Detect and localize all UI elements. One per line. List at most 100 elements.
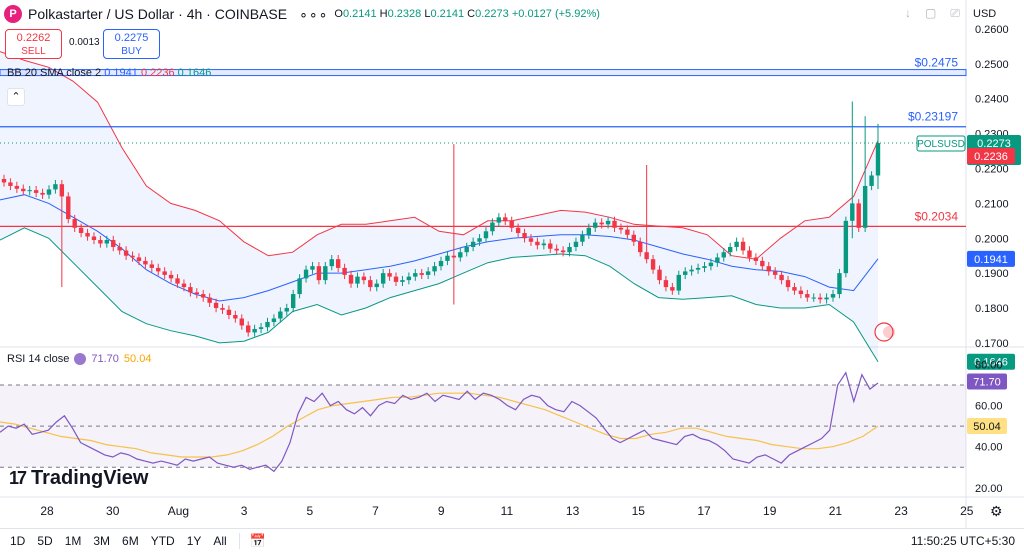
candle-body bbox=[522, 233, 527, 239]
more-dots-icon[interactable]: ∘∘∘ bbox=[299, 5, 329, 22]
candle-body bbox=[509, 220, 514, 228]
goto-date-icon[interactable]: 📅 bbox=[249, 533, 266, 548]
candle-body bbox=[98, 240, 103, 244]
candle-body bbox=[290, 294, 296, 309]
candle-body bbox=[772, 271, 778, 275]
range-button-1d[interactable]: 1D bbox=[10, 534, 26, 548]
candle-body bbox=[496, 217, 502, 223]
bb-upper-line bbox=[0, 51, 879, 260]
sell-button[interactable]: 0.2262 SELL bbox=[5, 29, 62, 59]
rsi-line bbox=[0, 371, 879, 473]
candle-body bbox=[46, 189, 52, 195]
candle-body bbox=[14, 185, 20, 189]
axis-badge-red: 0.2236 bbox=[974, 151, 1008, 163]
symbol-header: P Polkastarter / US Dollar · 4h · COINBA… bbox=[0, 0, 966, 28]
time-tick-label: 21 bbox=[829, 504, 843, 518]
time-tick-label: 30 bbox=[106, 504, 120, 518]
candle-body bbox=[310, 266, 315, 270]
price-tick-label: 0.2600 bbox=[975, 24, 1009, 36]
range-button-ytd[interactable]: YTD bbox=[150, 534, 175, 548]
candle-body bbox=[271, 318, 277, 322]
candle-body bbox=[400, 280, 405, 282]
level-label: $0.2475 bbox=[915, 56, 959, 70]
rsi-ma-value: 50.04 bbox=[123, 353, 152, 365]
price-tick-label: 0.2200 bbox=[975, 164, 1009, 176]
candle-body bbox=[303, 269, 309, 279]
symbol-title[interactable]: Polkastarter / US Dollar · 4h · COINBASE bbox=[28, 6, 288, 22]
collapse-legend-icon[interactable]: ⌃ bbox=[7, 88, 25, 106]
candle-body bbox=[149, 264, 155, 268]
candle-body bbox=[657, 269, 662, 281]
candle-body bbox=[805, 294, 810, 298]
candle-body bbox=[53, 184, 58, 190]
candle-body bbox=[573, 241, 579, 247]
range-button-6m[interactable]: 6M bbox=[122, 534, 139, 548]
candle-body bbox=[541, 243, 547, 246]
camera-icon[interactable]: ⎚ bbox=[950, 6, 960, 20]
candle-body bbox=[503, 217, 508, 221]
high-label: H bbox=[379, 8, 388, 20]
rsi-ma-line bbox=[0, 392, 879, 458]
candle-body bbox=[85, 233, 90, 237]
candle-body bbox=[727, 246, 733, 253]
candle-body bbox=[785, 280, 791, 288]
candle-body bbox=[387, 273, 392, 277]
tradingview-logo[interactable]: 17 TradingView bbox=[9, 467, 148, 490]
change-value: +0.0127 (+5.92%) bbox=[511, 8, 600, 20]
range-button-3m[interactable]: 3M bbox=[93, 534, 111, 548]
tradingview-wordmark: TradingView bbox=[31, 467, 149, 489]
time-tick-label: 5 bbox=[306, 504, 313, 518]
range-button-5d[interactable]: 5D bbox=[37, 534, 53, 548]
candle-body bbox=[91, 236, 97, 241]
download-icon[interactable]: ↓ bbox=[905, 6, 912, 20]
candle-body bbox=[66, 196, 71, 220]
candle-body bbox=[226, 309, 232, 316]
currency-selector[interactable]: USD bbox=[973, 8, 997, 20]
candle-body bbox=[875, 143, 881, 176]
bb-lower-line bbox=[0, 227, 879, 362]
range-button-1m[interactable]: 1M bbox=[64, 534, 82, 548]
time-tick-label: 9 bbox=[438, 504, 445, 518]
event-icon bbox=[874, 322, 894, 342]
buy-button[interactable]: 0.2275 BUY bbox=[103, 29, 160, 59]
candle-body bbox=[869, 175, 874, 186]
candle-body bbox=[104, 240, 110, 244]
candle-body bbox=[278, 311, 283, 319]
fullscreen-icon[interactable]: ▢ bbox=[925, 6, 937, 20]
candle-body bbox=[625, 229, 630, 235]
candle-body bbox=[779, 274, 784, 281]
candle-body bbox=[1, 178, 7, 183]
candle-body bbox=[323, 266, 328, 281]
candle-body bbox=[111, 240, 116, 247]
clock-readout[interactable]: 11:50:25 UTC+5:30 bbox=[910, 534, 1015, 548]
candle-body bbox=[850, 203, 855, 221]
bb-fill bbox=[0, 51, 878, 362]
axis-badge-blue-bg bbox=[967, 250, 1015, 267]
candle-body bbox=[194, 292, 199, 295]
candle-body bbox=[246, 325, 251, 333]
ohlc-values: O0.2141 H0.2328 L0.2141 C0.2273 +0.0127 … bbox=[334, 8, 600, 20]
settings-gear-icon[interactable]: ⚙ bbox=[990, 503, 1003, 519]
candle-body bbox=[560, 250, 566, 253]
candle-body bbox=[117, 246, 122, 251]
range-button-1y[interactable]: 1Y bbox=[186, 534, 202, 548]
axis-badge-green: 0.1646 bbox=[974, 357, 1008, 369]
range-button-all[interactable]: All bbox=[213, 534, 227, 548]
price-tick-label: 0.1900 bbox=[975, 268, 1009, 280]
low-label: L bbox=[424, 8, 431, 20]
time-tick-label: 23 bbox=[894, 504, 908, 518]
candle-body bbox=[8, 182, 13, 186]
candle-body bbox=[695, 267, 701, 270]
candle-body bbox=[329, 259, 334, 267]
bb-upper-value: 0.2236 bbox=[140, 67, 175, 79]
candle-body bbox=[708, 262, 714, 267]
bollinger-legend[interactable]: BB 20 SMA close 2 0.1941 0.2236 0.1646 bbox=[7, 67, 211, 79]
candle-body bbox=[580, 234, 585, 242]
price-tick-label: 0.2000 bbox=[975, 233, 1009, 245]
rsi-legend[interactable]: RSI 14 close 71.70 50.04 bbox=[7, 353, 151, 365]
candle-body bbox=[438, 260, 444, 267]
candle-body bbox=[72, 219, 77, 228]
candle-body bbox=[413, 273, 418, 277]
candle-body bbox=[374, 283, 379, 288]
